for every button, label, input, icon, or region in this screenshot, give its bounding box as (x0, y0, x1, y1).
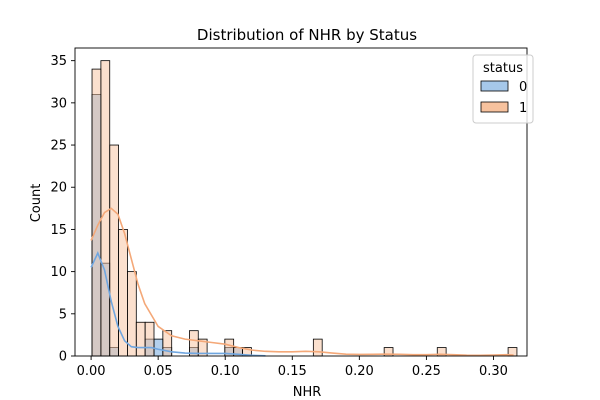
y-axis-label: Count (29, 184, 44, 223)
x-tick-label: 0.00 (77, 364, 106, 379)
bar-status-1-bin-8 (189, 330, 199, 357)
y-tick-label: 10 (50, 265, 67, 280)
y-tick-label: 25 (50, 139, 67, 154)
legend-swatch-status-1 (480, 101, 509, 113)
chart-title: Distribution of NHR by Status (197, 26, 417, 44)
bar-status-1-bin-0 (91, 68, 102, 357)
kde-line-status-1 (90, 207, 514, 357)
bar-status-0-bin-4 (153, 338, 164, 357)
x-tick-label: 0.05 (144, 364, 173, 379)
x-tick-label: 0.10 (211, 364, 240, 379)
legend: status 0 1 (472, 54, 534, 124)
axes-frame (74, 47, 528, 357)
bar-status-1-bin-4 (127, 271, 137, 357)
legend-label-status-0: 0 (519, 80, 527, 95)
legend-title: status (483, 61, 523, 76)
x-tick-label: 0.30 (479, 364, 508, 379)
y-tick-label: 0 (59, 350, 67, 365)
y-tick-label: 30 (50, 96, 67, 111)
x-axis: 0.00 0.05 0.10 0.15 0.20 0.25 0.30 (77, 356, 508, 379)
y-tick-label: 5 (59, 307, 67, 322)
y-axis: 0 5 10 15 20 25 30 35 (50, 54, 75, 365)
bar-status-1-bin-6 (144, 321, 155, 357)
x-axis-label: NHR (293, 385, 322, 400)
y-tick-label: 15 (50, 223, 67, 238)
legend-label-status-1: 1 (519, 101, 527, 116)
x-tick-label: 0.25 (412, 364, 441, 379)
y-tick-label: 35 (50, 54, 67, 69)
kde-line-status-0 (90, 251, 266, 357)
bar-status-1-bin-1 (100, 60, 111, 357)
plot-area (74, 47, 528, 357)
y-tick-label: 20 (50, 181, 67, 196)
x-tick-label: 0.15 (278, 364, 307, 379)
bar-status-1-bin-13 (312, 338, 323, 357)
bar-status-1-bin-5 (135, 321, 146, 357)
x-tick-label: 0.20 (345, 364, 374, 379)
legend-swatch-status-0 (480, 80, 509, 92)
